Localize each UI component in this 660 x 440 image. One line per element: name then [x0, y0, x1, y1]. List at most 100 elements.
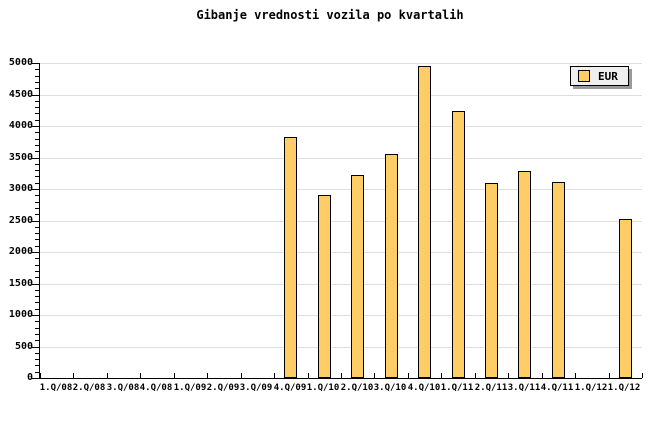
- y-minor-tick: [35, 138, 39, 140]
- y-tick-label: 3500: [8, 151, 33, 163]
- gridline-y1500: [40, 283, 642, 285]
- y-minor-tick: [35, 182, 39, 184]
- y-major-tick: [32, 346, 39, 348]
- x-tick-label: 1.Q/12: [574, 383, 608, 393]
- x-boundary-tick: [241, 373, 242, 378]
- bar-2.Q/11-13: [485, 183, 498, 378]
- y-minor-tick: [35, 327, 39, 329]
- y-minor-tick: [35, 321, 39, 323]
- y-minor-tick: [35, 289, 39, 291]
- y-major-tick: [32, 252, 39, 253]
- chart-title: Gibanje vrednosti vozila po kvartalih: [196, 8, 464, 22]
- gridline-y2000: [40, 252, 642, 253]
- y-minor-tick: [35, 151, 39, 153]
- gridline-y2500: [40, 220, 642, 222]
- x-boundary-tick: [642, 373, 643, 378]
- gridline-y3000: [40, 189, 642, 190]
- y-minor-tick: [35, 226, 39, 228]
- y-minor-tick: [35, 88, 39, 90]
- y-minor-tick: [35, 113, 39, 115]
- y-minor-tick: [35, 214, 39, 216]
- x-tick-label: 4.Q/11: [540, 383, 574, 393]
- y-minor-tick: [35, 352, 39, 354]
- x-tick-label: 3.Q/11: [507, 383, 541, 393]
- y-tick-label: 5000: [8, 57, 33, 68]
- y-tick-label: 4500: [8, 88, 33, 100]
- x-boundary-tick: [609, 373, 610, 378]
- bar-3.Q/11-14: [518, 171, 531, 378]
- y-minor-tick: [35, 371, 39, 373]
- y-tick-label: 500: [14, 340, 33, 352]
- y-minor-tick: [35, 170, 39, 172]
- y-minor-tick: [35, 176, 39, 178]
- x-tick-label: 1.Q/10: [306, 383, 340, 393]
- gridline-y4500: [40, 94, 642, 96]
- x-boundary-tick: [40, 373, 41, 378]
- gridline-y500: [40, 346, 642, 348]
- y-minor-tick: [35, 144, 39, 146]
- x-boundary-tick: [475, 373, 476, 378]
- x-tick-label: 1.Q/12: [607, 383, 641, 393]
- x-boundary-tick: [441, 373, 442, 378]
- x-boundary-tick: [174, 373, 175, 378]
- x-boundary-tick: [508, 373, 509, 378]
- y-tick-label: 1500: [8, 277, 33, 289]
- bar-3.Q/10-10: [385, 154, 398, 378]
- y-major-tick: [32, 63, 39, 64]
- x-boundary-tick: [107, 373, 108, 378]
- x-boundary-tick: [542, 373, 543, 378]
- bar-1.Q/12-17: [619, 219, 632, 378]
- x-tick-label: 4.Q/08: [139, 383, 173, 393]
- bar-4.Q/11-15: [552, 182, 565, 378]
- x-tick-label: 1.Q/08: [39, 383, 73, 393]
- y-minor-tick: [35, 296, 39, 298]
- y-minor-tick: [35, 195, 39, 197]
- y-minor-tick: [35, 302, 39, 304]
- y-minor-tick: [35, 107, 39, 109]
- y-minor-tick: [35, 69, 39, 71]
- y-major-tick: [32, 315, 39, 316]
- x-boundary-tick: [341, 373, 342, 378]
- y-major-tick: [32, 378, 39, 379]
- y-tick-label: 1000: [8, 309, 33, 320]
- x-tick-label: 2.Q/09: [206, 383, 240, 393]
- y-tick-label: 0: [26, 372, 33, 383]
- y-minor-tick: [35, 365, 39, 367]
- bar-1.Q/10-8: [318, 195, 331, 378]
- y-minor-tick: [35, 163, 39, 165]
- x-tick-label: 4.Q/09: [273, 383, 307, 393]
- y-minor-tick: [35, 75, 39, 77]
- x-tick-label: 1.Q/09: [173, 383, 207, 393]
- y-tick-label: 3000: [8, 183, 33, 194]
- y-minor-tick: [35, 277, 39, 279]
- y-minor-tick: [35, 239, 39, 241]
- legend-label: EUR: [598, 69, 618, 83]
- y-minor-tick: [35, 264, 39, 266]
- y-minor-tick: [35, 81, 39, 83]
- y-major-tick: [32, 126, 39, 127]
- y-minor-tick: [35, 308, 39, 310]
- gridline-y5000: [40, 63, 642, 64]
- x-tick-label: 3.Q/10: [373, 383, 407, 393]
- x-boundary-tick: [207, 373, 208, 378]
- legend-swatch-eur: [578, 70, 590, 82]
- x-boundary-tick: [308, 373, 309, 378]
- y-minor-tick: [35, 340, 39, 342]
- x-tick-label: 1.Q/11: [440, 383, 474, 393]
- y-minor-tick: [35, 100, 39, 102]
- y-minor-tick: [35, 258, 39, 260]
- y-minor-tick: [35, 333, 39, 335]
- y-major-tick: [32, 220, 39, 222]
- x-tick-label: 2.Q/11: [474, 383, 508, 393]
- y-minor-tick: [35, 207, 39, 209]
- x-boundary-tick: [140, 373, 141, 378]
- y-major-tick: [32, 157, 39, 159]
- gridline-y4000: [40, 126, 642, 127]
- y-minor-tick: [35, 359, 39, 361]
- bar-4.Q/10-11: [418, 66, 431, 378]
- x-tick-label: 3.Q/09: [239, 383, 273, 393]
- y-tick-label: 4000: [8, 120, 33, 131]
- bar-1.Q/11-12: [452, 111, 465, 378]
- x-boundary-tick: [575, 373, 576, 378]
